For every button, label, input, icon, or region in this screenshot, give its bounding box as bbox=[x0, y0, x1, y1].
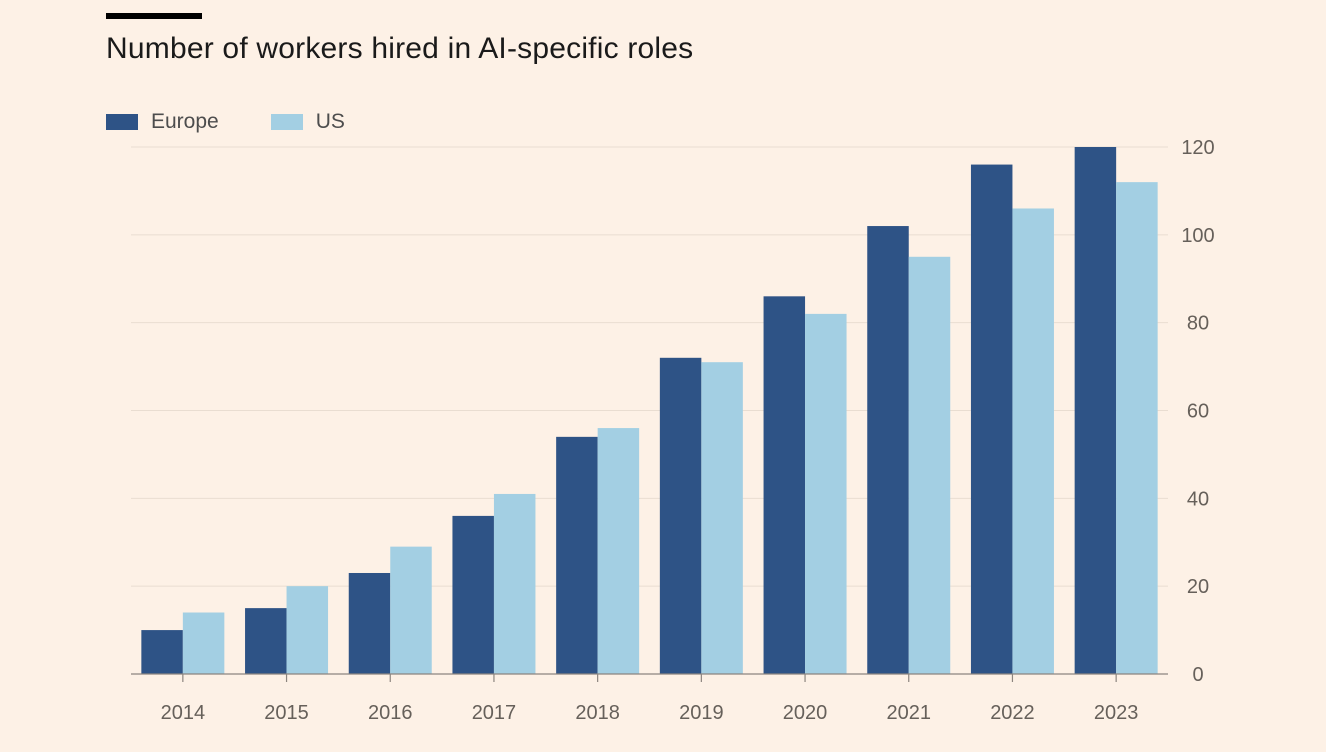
y-tick-label-0: 0 bbox=[1192, 664, 1203, 686]
bar-europe-2017 bbox=[452, 515, 494, 674]
bar-us-2020 bbox=[805, 313, 847, 674]
bar-europe-2019 bbox=[659, 357, 702, 674]
bar-us-2021 bbox=[908, 256, 951, 674]
bar-us-2017 bbox=[493, 493, 536, 674]
x-tick-label-2021: 2021 bbox=[887, 702, 932, 724]
bar-europe-2016 bbox=[348, 572, 391, 674]
bar-europe-2018 bbox=[556, 436, 598, 674]
bar-us-2014 bbox=[182, 612, 225, 674]
bar-europe-2021 bbox=[867, 226, 909, 675]
y-tick-label-120: 120 bbox=[1181, 137, 1214, 159]
bar-europe-2023 bbox=[1074, 147, 1117, 674]
bar-us-2018 bbox=[597, 428, 640, 674]
y-tick-label-20: 20 bbox=[1187, 576, 1209, 598]
bar-us-2023 bbox=[1116, 182, 1158, 674]
x-tick-label-2015: 2015 bbox=[264, 702, 309, 724]
y-tick-label-80: 80 bbox=[1187, 313, 1209, 335]
legend-swatch-us bbox=[270, 114, 303, 130]
chart-title: Number of workers hired in AI-specific r… bbox=[106, 32, 694, 65]
header-accent-bar bbox=[106, 13, 202, 19]
legend-label-us: US bbox=[315, 110, 345, 133]
y-tick-label-40: 40 bbox=[1187, 488, 1209, 510]
x-tick-label-2023: 2023 bbox=[1094, 702, 1139, 724]
bar-us-2022 bbox=[1012, 208, 1054, 674]
x-tick-label-2019: 2019 bbox=[679, 702, 724, 724]
y-tick-label-60: 60 bbox=[1187, 401, 1209, 423]
x-tick-label-2016: 2016 bbox=[368, 702, 413, 724]
legend-swatch-europe bbox=[106, 114, 138, 130]
legend-item-us: US bbox=[270, 110, 345, 134]
y-tick-label-100: 100 bbox=[1181, 225, 1214, 247]
x-tick-label-2017: 2017 bbox=[472, 702, 517, 724]
legend-item-europe: Europe bbox=[106, 110, 219, 134]
bar-us-2016 bbox=[390, 546, 432, 674]
bar-europe-2014 bbox=[141, 630, 183, 674]
x-tick-label-2014: 2014 bbox=[161, 702, 206, 724]
x-tick-label-2018: 2018 bbox=[575, 702, 620, 724]
x-tick-label-2022: 2022 bbox=[990, 702, 1035, 724]
bar-us-2019 bbox=[701, 362, 743, 674]
x-tick-label-2020: 2020 bbox=[783, 702, 828, 724]
bar-europe-2020 bbox=[763, 296, 806, 674]
bar-us-2015 bbox=[286, 586, 329, 674]
bar-europe-2015 bbox=[245, 608, 287, 674]
legend-label-europe: Europe bbox=[151, 110, 219, 133]
legend: Europe US bbox=[106, 110, 397, 134]
bar-europe-2022 bbox=[970, 164, 1013, 675]
